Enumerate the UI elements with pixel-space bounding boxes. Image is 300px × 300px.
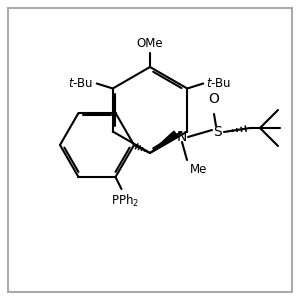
Polygon shape — [150, 131, 178, 153]
Text: OMe: OMe — [137, 37, 163, 50]
Text: O: O — [208, 92, 219, 106]
Text: $t$-Bu: $t$-Bu — [68, 77, 94, 90]
Text: S: S — [214, 125, 222, 139]
Text: N: N — [177, 130, 187, 144]
Text: PPh$_2$: PPh$_2$ — [111, 193, 140, 209]
Text: Me: Me — [190, 163, 207, 176]
Text: $t$-Bu: $t$-Bu — [206, 77, 232, 90]
FancyBboxPatch shape — [8, 8, 292, 292]
